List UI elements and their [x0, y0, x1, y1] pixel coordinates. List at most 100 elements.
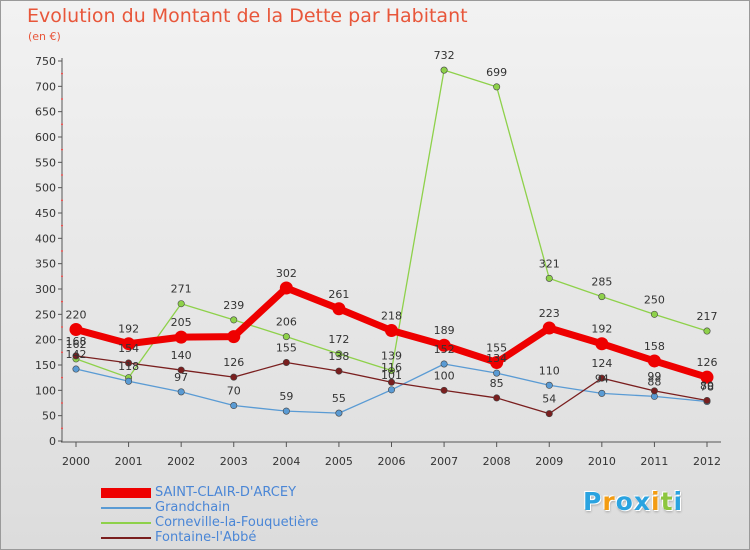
data-point: [545, 381, 553, 389]
data-label: 80: [700, 379, 714, 392]
data-point: [335, 409, 343, 417]
data-label: 85: [490, 377, 504, 390]
data-label: 220: [66, 309, 87, 322]
data-label: 189: [434, 324, 455, 337]
data-label: 261: [328, 288, 349, 301]
y-tick-label: 200: [35, 334, 56, 347]
data-point: [335, 367, 343, 375]
data-point: [72, 352, 80, 360]
y-minor-tick: [61, 326, 63, 328]
chart-title: Evolution du Montant de la Dette par Hab…: [27, 5, 468, 27]
data-label: 97: [174, 371, 188, 384]
data-point: [595, 337, 609, 351]
data-point: [437, 338, 451, 352]
data-label: 162: [66, 338, 87, 351]
legend-swatch: [101, 507, 151, 509]
data-label: 152: [434, 343, 455, 356]
data-label: 217: [697, 310, 718, 323]
data-point: [282, 333, 290, 341]
data-label: 192: [591, 323, 612, 336]
data-label: 126: [223, 356, 244, 369]
y-minor-tick: [61, 275, 63, 278]
legend-label: Grandchain: [155, 500, 231, 515]
data-point: [279, 281, 293, 295]
x-tick-label: 2012: [693, 455, 721, 468]
data-label: 271: [171, 283, 192, 296]
legend-swatch: [101, 537, 151, 539]
data-point: [72, 365, 80, 373]
data-point: [598, 389, 606, 397]
data-point: [125, 359, 133, 367]
y-tick-label: 50: [42, 410, 56, 423]
data-point: [545, 274, 553, 282]
data-label: 205: [171, 316, 192, 329]
data-label: 699: [486, 66, 507, 79]
y-minor-tick: [61, 72, 63, 75]
y-minor-tick: [61, 224, 63, 227]
data-label: 88: [647, 375, 661, 388]
data-label: 94: [595, 372, 609, 385]
series-1: [72, 360, 711, 417]
data-point: [598, 374, 606, 382]
data-point: [493, 369, 501, 377]
data-label: 155: [486, 341, 507, 354]
y-minor-tick: [61, 300, 63, 303]
data-point: [125, 377, 133, 385]
y-tick-label: 650: [35, 106, 56, 119]
data-point: [440, 66, 448, 74]
data-label: 172: [328, 333, 349, 346]
data-point: [282, 407, 290, 415]
y-tick-label: 150: [35, 359, 56, 372]
data-label: 321: [539, 257, 560, 270]
y-tick-label: 500: [35, 182, 56, 195]
x-tick-label: 2002: [167, 455, 195, 468]
x-tick-label: 2010: [588, 455, 616, 468]
data-label: 126: [697, 356, 718, 369]
data-point: [387, 386, 395, 394]
legend-label: SAINT-CLAIR-D'ARCEY: [155, 485, 297, 500]
x-tick-label: 2009: [535, 455, 563, 468]
data-point: [650, 387, 658, 395]
y-tick-label: 600: [35, 131, 56, 144]
legend-label: Fontaine-l'Abbé: [155, 530, 257, 545]
x-tick-label: 2006: [378, 455, 406, 468]
data-label: 78: [700, 380, 714, 393]
data-label: 250: [644, 293, 665, 306]
data-point: [177, 388, 185, 396]
data-label: 138: [328, 350, 349, 363]
logo-letter: P: [583, 487, 603, 516]
y-tick-label: 550: [35, 156, 56, 169]
data-point: [385, 324, 398, 338]
data-point: [703, 396, 711, 404]
data-label: 99: [647, 370, 661, 383]
x-tick-label: 2005: [325, 455, 353, 468]
data-label: 168: [66, 335, 87, 348]
data-point: [174, 330, 188, 344]
legend-swatch: [101, 488, 151, 498]
data-point: [177, 366, 185, 374]
x-tick-label: 2001: [115, 455, 143, 468]
data-label: 124: [591, 357, 612, 370]
y-minor-tick: [61, 402, 63, 404]
data-label: 285: [591, 276, 612, 289]
y-minor-tick: [61, 148, 63, 151]
data-point: [490, 355, 504, 369]
data-point: [122, 337, 136, 351]
data-point: [700, 370, 714, 384]
data-point: [332, 302, 346, 316]
x-tick-label: 2007: [430, 455, 458, 468]
data-label: 101: [381, 369, 402, 382]
x-tick-label: 2004: [272, 455, 300, 468]
data-point: [440, 360, 448, 368]
y-tick-label: 100: [35, 384, 56, 397]
data-point: [282, 358, 290, 366]
x-tick-label: 2000: [62, 455, 90, 468]
legend-label: Corneville-la-Fouquetière: [155, 515, 319, 530]
y-tick-label: 750: [35, 55, 56, 68]
y-tick-label: 400: [35, 232, 56, 245]
data-label: 100: [434, 369, 455, 382]
y-minor-tick: [61, 250, 63, 252]
data-point: [230, 402, 238, 410]
series-0: [69, 281, 714, 384]
